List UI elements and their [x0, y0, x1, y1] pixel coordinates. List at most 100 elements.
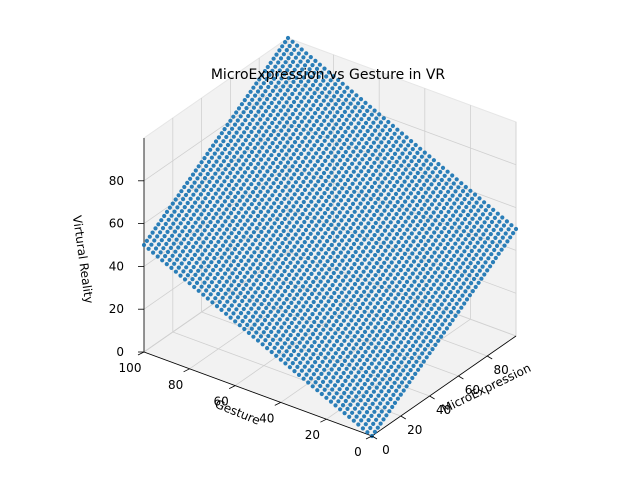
data-point [425, 343, 430, 348]
data-point [356, 318, 361, 323]
data-point [253, 238, 258, 243]
data-point [379, 264, 384, 269]
data-point [295, 364, 300, 369]
data-point [362, 237, 367, 242]
data-point [299, 368, 304, 373]
data-point [222, 251, 227, 256]
data-point [241, 306, 246, 312]
data-point [318, 102, 323, 107]
data-point [271, 161, 276, 166]
data-point [225, 195, 230, 200]
data-point [297, 320, 302, 325]
data-point [368, 104, 373, 109]
data-point [407, 203, 412, 208]
data-point [273, 313, 278, 318]
data-point [211, 268, 216, 273]
data-point [434, 310, 439, 315]
data-point [200, 252, 205, 257]
data-point [359, 386, 364, 391]
data-point [247, 246, 252, 251]
data-point [351, 366, 357, 371]
data-point [349, 121, 354, 126]
data-point [268, 309, 273, 314]
data-point [494, 243, 500, 248]
data-point [386, 336, 392, 341]
data-point [195, 176, 200, 181]
data-point [399, 163, 404, 168]
data-point [401, 388, 406, 393]
data-point [344, 346, 349, 351]
data-point [327, 391, 332, 396]
data-point [388, 220, 393, 225]
data-point [334, 214, 340, 219]
data-point [338, 250, 343, 255]
data-point [478, 256, 484, 261]
data-point [253, 93, 258, 98]
data-point [296, 372, 302, 377]
data-point [463, 184, 468, 190]
data-point [455, 197, 460, 202]
data-point [470, 268, 475, 274]
data-point [216, 187, 221, 192]
data-point [261, 185, 266, 190]
data-point [224, 134, 229, 140]
data-point [262, 121, 267, 126]
data-point [295, 115, 300, 120]
data-point [451, 285, 456, 290]
data-point [387, 356, 392, 361]
data-point [159, 218, 164, 223]
data-point [280, 293, 285, 298]
data-point [309, 219, 314, 224]
data-point [372, 108, 377, 113]
data-point [353, 302, 358, 307]
data-point [278, 212, 283, 218]
data-point [482, 220, 487, 225]
data-point [362, 361, 367, 367]
data-point [332, 186, 337, 191]
data-point [269, 225, 274, 230]
data-point [392, 328, 397, 333]
data-point [397, 227, 402, 233]
data-point [212, 276, 217, 281]
data-point [417, 231, 422, 236]
data-point [298, 204, 304, 209]
data-point [219, 255, 224, 260]
data-point [412, 227, 417, 232]
data-point [440, 197, 445, 203]
data-point [427, 174, 432, 179]
data-point [403, 291, 408, 297]
data-point [206, 284, 212, 289]
data-point [248, 109, 254, 114]
data-point [492, 247, 497, 253]
data-point [355, 133, 360, 138]
data-point [391, 320, 396, 325]
data-point [464, 225, 469, 230]
data-point [354, 394, 359, 399]
data-point [168, 225, 173, 230]
data-point [267, 125, 272, 130]
data-point [295, 168, 300, 173]
data-point [392, 183, 397, 189]
data-point [178, 221, 183, 226]
data-point [428, 214, 433, 219]
z-axis-label: Virtural Reality [70, 214, 96, 304]
data-point [397, 155, 402, 160]
data-point [402, 159, 407, 164]
data-point [162, 234, 167, 239]
data-point [348, 298, 353, 303]
data-point [236, 210, 241, 215]
data-point [422, 275, 427, 280]
data-point [292, 369, 297, 374]
data-point [398, 247, 403, 253]
data-point [351, 169, 356, 174]
data-point [249, 274, 255, 279]
data-point [274, 197, 280, 202]
data-point [410, 303, 415, 308]
data-point [258, 262, 263, 267]
data-point [316, 199, 321, 204]
data-point [500, 215, 505, 220]
data-point [356, 370, 361, 375]
data-point [282, 341, 287, 346]
data-point [245, 322, 250, 327]
data-point [168, 245, 173, 250]
